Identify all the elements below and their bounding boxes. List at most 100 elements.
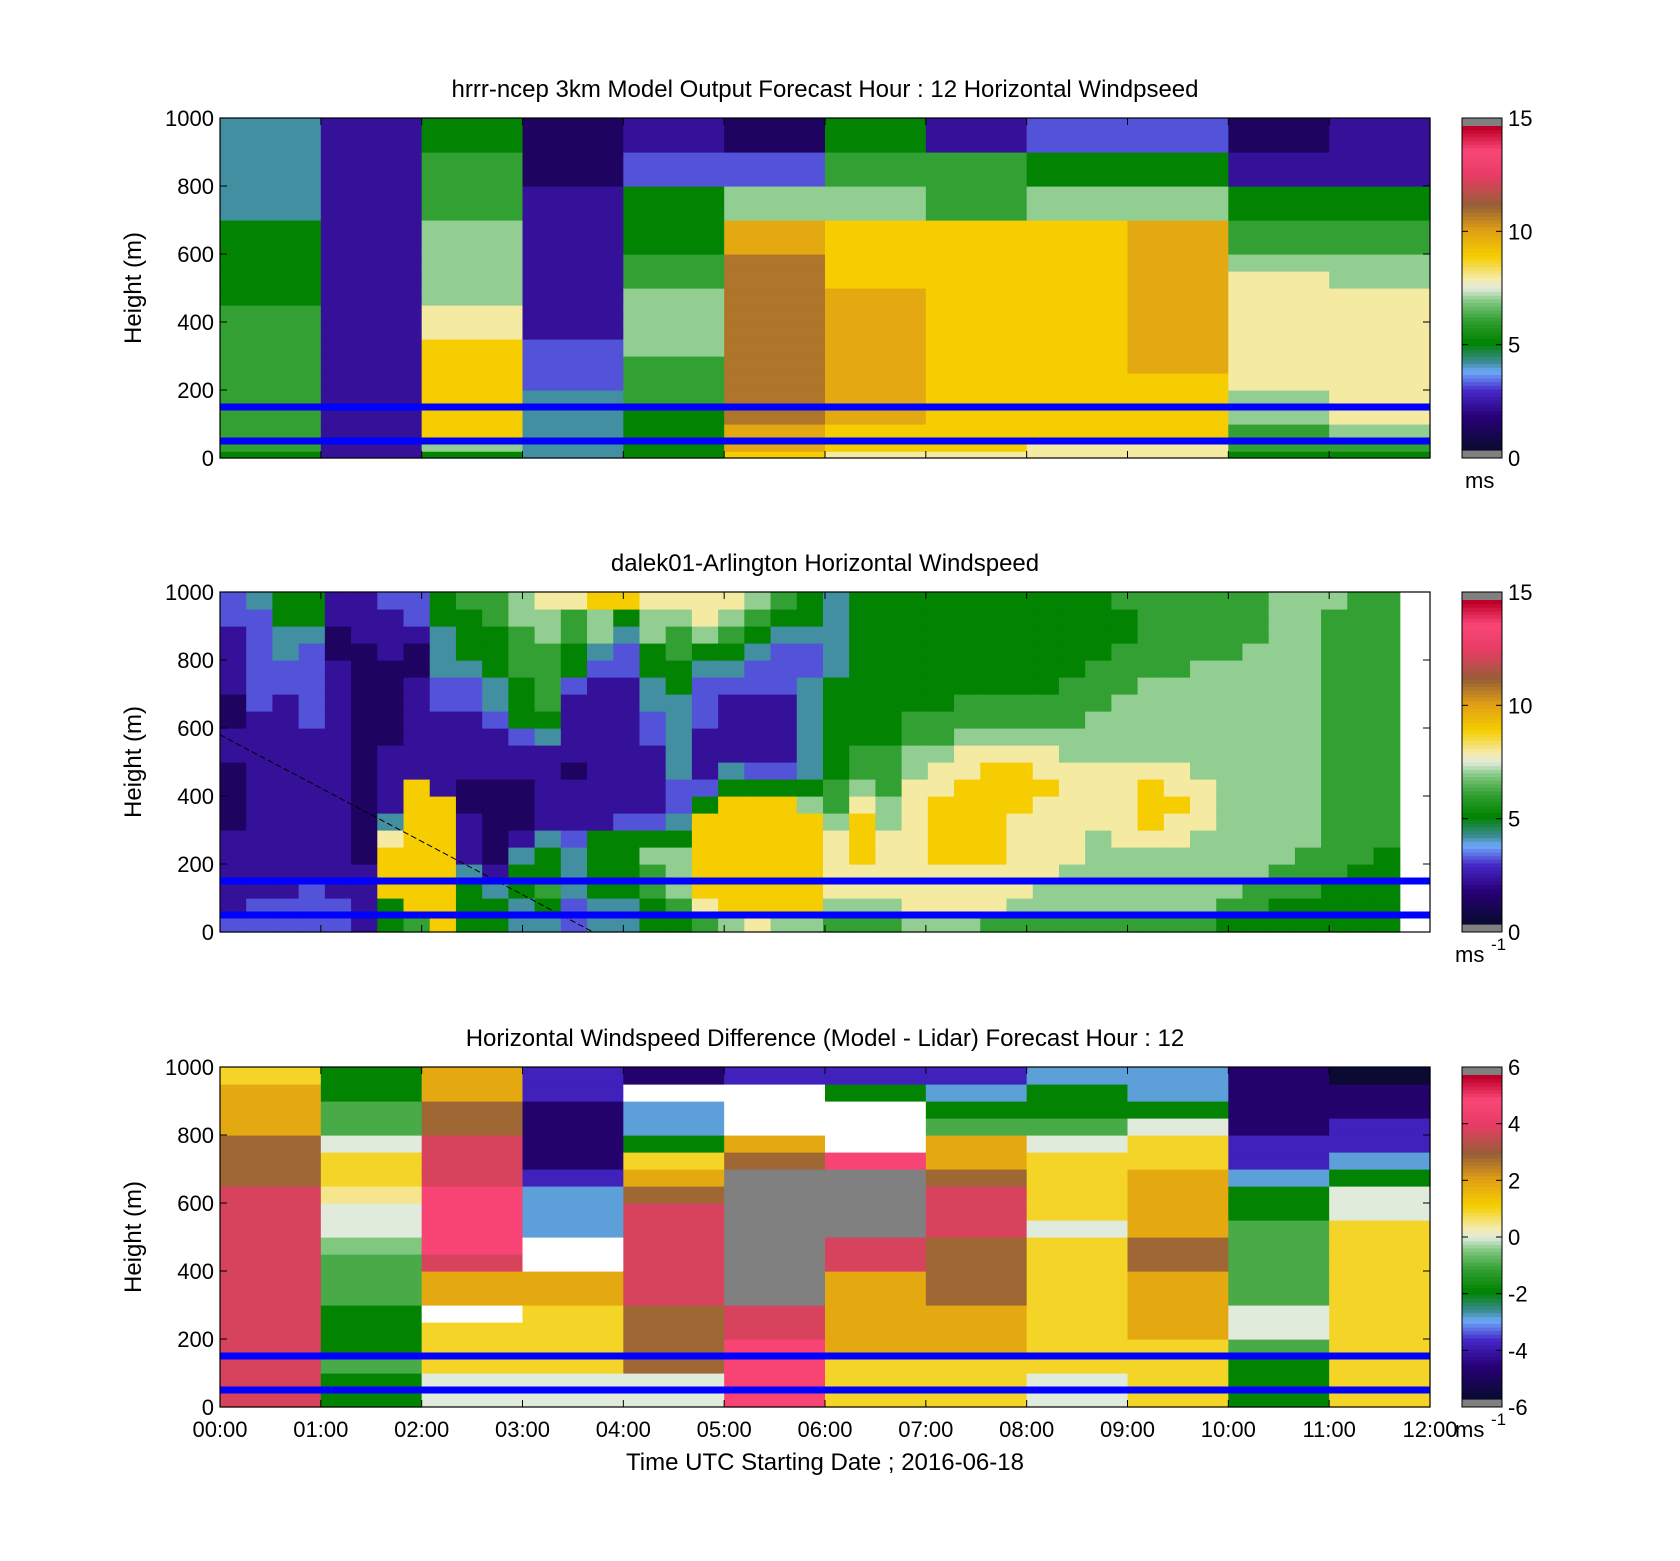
heatmap-cell — [613, 728, 641, 746]
heatmap-cell — [927, 847, 955, 865]
colorbar-swatch — [1462, 1283, 1502, 1288]
heatmap-cell — [954, 660, 981, 678]
heatmap-cell — [1111, 592, 1139, 610]
heatmap-cell — [455, 830, 483, 848]
heatmap-cell — [1058, 728, 1086, 746]
heatmap-cell — [522, 288, 624, 306]
heatmap-cell — [623, 373, 725, 391]
heatmap-cell — [1026, 1186, 1129, 1204]
heatmap-cell — [1347, 626, 1375, 644]
heatmap-cell — [320, 1186, 423, 1204]
heatmap-cell — [954, 796, 981, 814]
heatmap-cell — [1268, 881, 1296, 899]
heatmap-cell — [421, 1135, 524, 1153]
colorbar-swatch — [1462, 636, 1502, 641]
heatmap-cell — [1111, 847, 1139, 865]
heatmap-cell — [560, 847, 588, 865]
heatmap-cell — [455, 813, 483, 831]
heatmap-cell — [875, 745, 903, 763]
heatmap-cell — [320, 1084, 423, 1102]
heatmap-cell — [1321, 796, 1348, 814]
heatmap-cell — [825, 1356, 927, 1374]
heatmap-cell — [825, 271, 927, 289]
heatmap-cell — [560, 711, 588, 729]
heatmap-cell — [665, 898, 693, 916]
heatmap-cell — [1085, 728, 1112, 746]
heatmap-cell — [220, 305, 322, 323]
heatmap-cell — [1216, 694, 1244, 712]
heatmap-cell — [822, 677, 850, 695]
panel-1-title: hrrr-ncep 3km Model Output Forecast Hour… — [452, 76, 1199, 103]
heatmap-cell — [927, 830, 955, 848]
heatmap-cell — [875, 898, 903, 916]
heatmap-cell — [482, 694, 509, 712]
heatmap-cell — [522, 1254, 624, 1272]
heatmap-cell — [403, 796, 431, 814]
heatmap-cell — [639, 660, 667, 678]
heatmap-cell — [1321, 609, 1348, 627]
heatmap-cell — [534, 592, 562, 610]
heatmap-cell — [1006, 762, 1034, 780]
heatmap-cell — [1294, 864, 1322, 882]
y-tick-label: 600 — [177, 1191, 214, 1216]
colorbar-swatch — [1462, 664, 1502, 669]
heatmap-cell — [1127, 1288, 1229, 1306]
heatmap-cell — [822, 745, 850, 763]
heatmap-cell — [560, 728, 588, 746]
heatmap-cell — [822, 626, 850, 644]
heatmap-cell — [770, 762, 798, 780]
heatmap-cell — [403, 660, 431, 678]
heatmap-cell — [534, 694, 562, 712]
heatmap-cell — [822, 592, 850, 610]
colorbar-swatch — [1462, 1096, 1502, 1101]
heatmap-cell — [796, 694, 824, 712]
heatmap-cell — [1127, 1220, 1229, 1238]
heatmap-cell — [324, 677, 352, 695]
heatmap-cell — [718, 745, 745, 763]
heatmap-cell — [1137, 898, 1165, 916]
heatmap-cell — [377, 762, 405, 780]
heatmap-cell — [1294, 830, 1322, 848]
colorbar-swatch — [1462, 808, 1502, 813]
heatmap-cell — [1137, 660, 1165, 678]
colorbar-swatch — [1462, 920, 1502, 925]
heatmap-cell — [298, 677, 326, 695]
heatmap-cell — [1085, 609, 1112, 627]
heatmap-cell — [718, 728, 745, 746]
heatmap-cell — [796, 592, 824, 610]
colorbar-swatch — [1462, 729, 1502, 734]
heatmap-cell — [272, 745, 300, 763]
heatmap-cell — [901, 660, 929, 678]
heatmap-cell — [1190, 762, 1217, 780]
heatmap-cell — [421, 1237, 524, 1255]
colorbar-swatch — [1462, 744, 1502, 749]
heatmap-cell — [980, 915, 1008, 933]
heatmap-cell — [665, 677, 693, 695]
heatmap-cell — [1190, 864, 1217, 882]
heatmap-cell — [1137, 745, 1165, 763]
heatmap-cell — [1329, 356, 1431, 374]
heatmap-cell — [522, 1186, 624, 1204]
heatmap-cell — [1111, 711, 1139, 729]
colorbar-swatch — [1462, 1391, 1502, 1396]
heatmap-cell — [377, 609, 405, 627]
heatmap-cell — [482, 728, 509, 746]
heatmap-cell — [220, 186, 322, 221]
heatmap-cell — [320, 220, 423, 255]
heatmap-cell — [691, 694, 719, 712]
heatmap-cell — [718, 779, 745, 797]
heatmap-cell — [455, 847, 483, 865]
heatmap-cell — [508, 762, 536, 780]
colorbar-swatch — [1462, 805, 1502, 810]
heatmap-cell — [1032, 813, 1060, 831]
heatmap-cell — [1268, 677, 1296, 695]
heatmap-cell — [455, 660, 483, 678]
heatmap-cell — [623, 1101, 725, 1119]
heatmap-cell — [1373, 660, 1401, 678]
heatmap-cell — [1347, 677, 1375, 695]
colorbar-swatch — [1462, 288, 1502, 293]
heatmap-cell — [246, 694, 274, 712]
heatmap-cell — [770, 830, 798, 848]
heatmap-cell — [1127, 1322, 1229, 1340]
heatmap-cell — [770, 898, 798, 916]
